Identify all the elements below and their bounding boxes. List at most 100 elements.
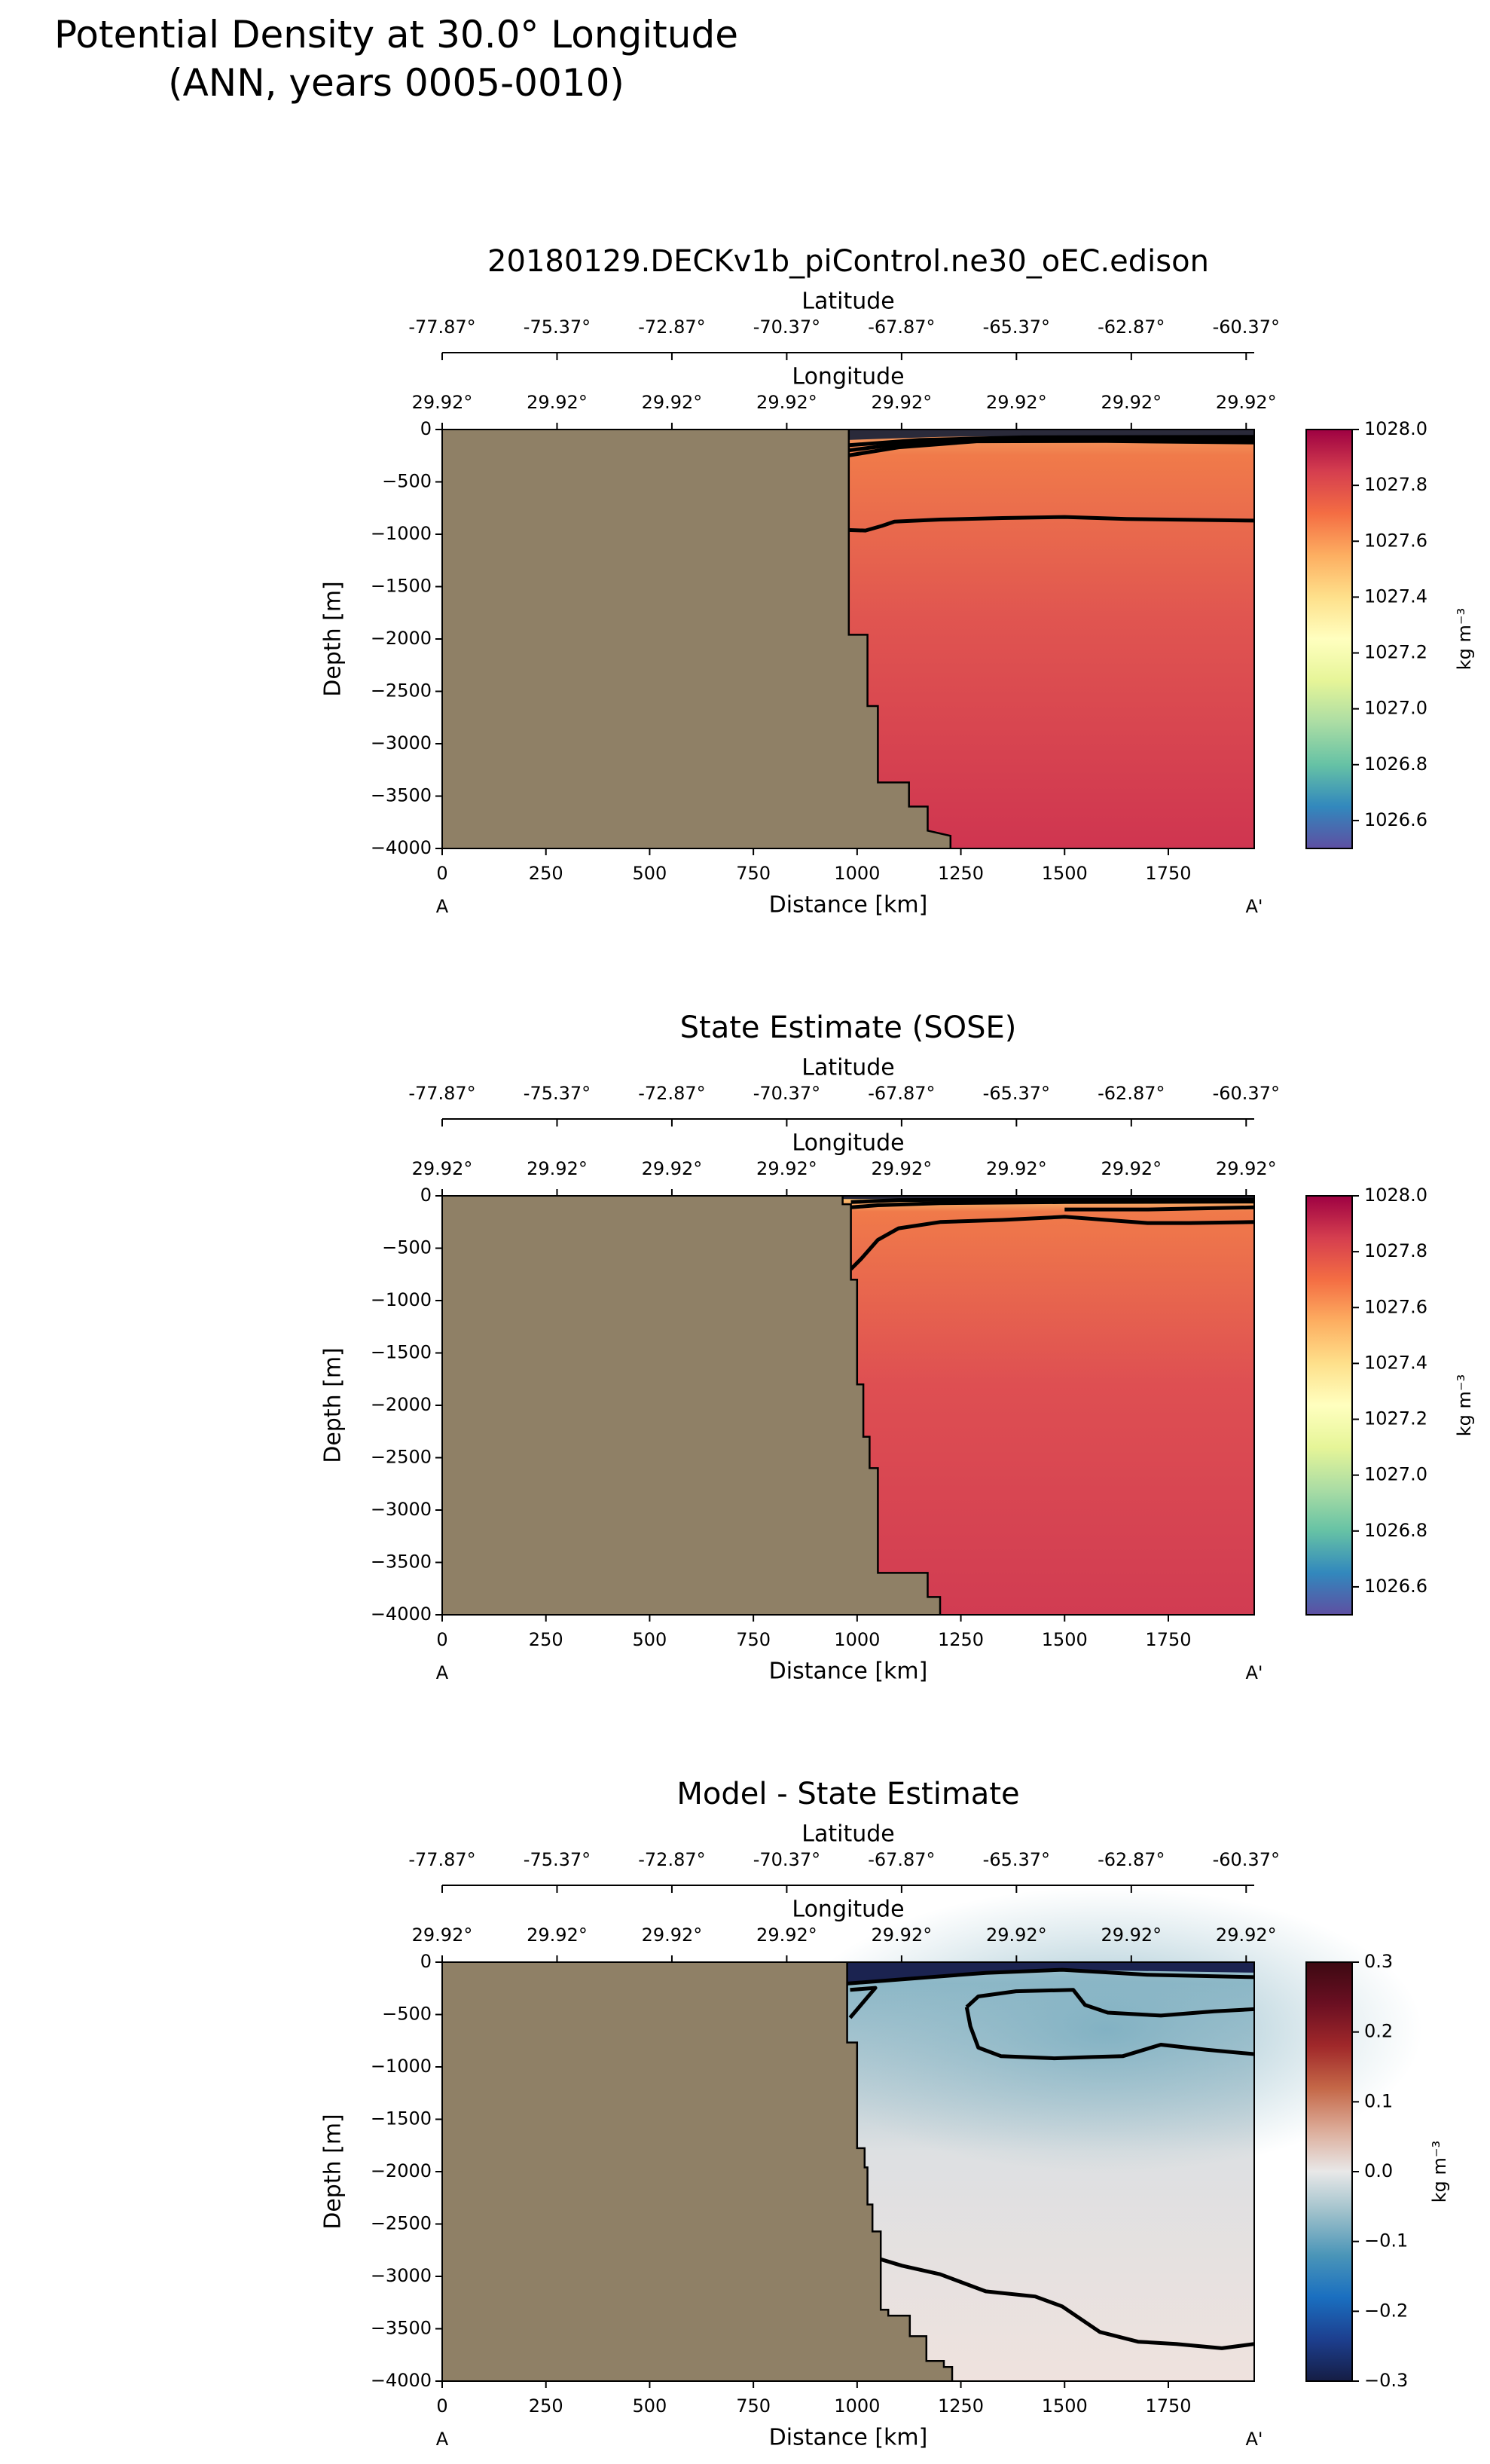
latitude-tick-label: -70.37° <box>753 1849 820 1870</box>
y-tick-label: −4000 <box>371 1603 432 1625</box>
bathymetry-outline <box>841 1196 942 1615</box>
y-tick-label: 0 <box>420 1951 432 1972</box>
x-tick-label: 750 <box>736 2395 771 2417</box>
y-tick-label: −1500 <box>371 2108 432 2129</box>
y-tick-label: −1500 <box>371 576 432 597</box>
x-tick-label: 1750 <box>1145 2395 1191 2417</box>
y-tick-label: −3500 <box>371 2318 432 2339</box>
colorbar-tick-label: 0.1 <box>1364 2090 1393 2111</box>
longitude-tick-label: 29.92° <box>412 392 473 413</box>
colorbar <box>1305 1195 1353 1616</box>
y-tick-label: −2000 <box>371 628 432 649</box>
x-axis-label: Distance [km] <box>769 2425 928 2451</box>
x-tick-label: 1000 <box>834 2395 880 2417</box>
longitude-tick-label: 29.92° <box>986 1924 1047 1946</box>
section-end-label: A' <box>1245 1662 1263 1683</box>
longitude-tick-label: 29.92° <box>1216 392 1277 413</box>
contour-line <box>965 1988 1255 2018</box>
colorbar-tick-label: −0.3 <box>1364 2370 1408 2391</box>
colorbar-tick-label: 1027.8 <box>1364 474 1427 495</box>
latitude-tick-label: -65.37° <box>983 1849 1050 1870</box>
longitude-tick-label: 29.92° <box>1101 392 1162 413</box>
y-tick-label: −4000 <box>371 2370 432 2391</box>
surface-band <box>847 430 1254 440</box>
longitude-tick-label: 29.92° <box>872 1924 933 1946</box>
panel-title: Model - State Estimate <box>676 1777 1019 1811</box>
panel-3: Model - State Estimate Latitude -77.87° -75… <box>320 1777 1451 2451</box>
latitude-tick-label: -65.37° <box>983 316 1050 338</box>
latitude-tick-label: -60.37° <box>1213 1849 1280 1870</box>
colorbar-label: kg m⁻³ <box>1429 2141 1450 2203</box>
section-start-label: A <box>436 2429 449 2450</box>
longitude-tick-label: 29.92° <box>872 392 933 413</box>
x-tick-label: 750 <box>736 1629 771 1650</box>
colorbar-tick-label: 1027.0 <box>1364 698 1427 719</box>
longitude-axis-label: Longitude <box>792 1130 904 1157</box>
x-tick-label: 250 <box>529 863 563 884</box>
x-axis-label: Distance [km] <box>769 892 928 919</box>
latitude-tick-label: -67.87° <box>868 1849 935 1870</box>
land-mask <box>442 1196 940 1615</box>
figure-title-line2: (ANN, years 0005-0010) <box>168 61 624 105</box>
y-tick-label: −3000 <box>371 732 432 754</box>
latitude-tick-label: -72.87° <box>638 316 705 338</box>
y-tick-label: −4000 <box>371 837 432 858</box>
y-tick-label: −2500 <box>371 2213 432 2234</box>
panel-title: 20180129.DECKv1b_piControl.ne30_oEC.edis… <box>487 244 1209 279</box>
latitude-tick-label: -75.37° <box>524 1849 591 1870</box>
latitude-tick-label: -60.37° <box>1213 1083 1280 1104</box>
colorbar-tick-label: 1026.8 <box>1364 754 1427 775</box>
longitude-tick-label: 29.92° <box>756 1924 817 1946</box>
latitude-tick-label: -62.87° <box>1098 1083 1165 1104</box>
x-tick-label: 1750 <box>1145 863 1191 884</box>
x-tick-label: 0 <box>436 1629 447 1650</box>
panel-1: 20180129.DECKv1b_piControl.ne30_oEC.edis… <box>320 244 1476 919</box>
longitude-tick-label: 29.92° <box>1101 1158 1162 1179</box>
longitude-tick-label: 29.92° <box>756 392 817 413</box>
bathymetry-outline <box>846 1962 954 2381</box>
longitude-tick-label: 29.92° <box>412 1158 473 1179</box>
x-tick-label: 1750 <box>1145 1629 1191 1650</box>
colorbar-tick-label: 0.3 <box>1364 1951 1393 1972</box>
latitude-tick-label: -75.37° <box>524 316 591 338</box>
colorbar-tick-label: −0.1 <box>1364 2230 1408 2252</box>
y-tick-label: −2000 <box>371 1394 432 1415</box>
y-axis-label: Depth [m] <box>320 2114 347 2230</box>
longitude-axis-label: Longitude <box>792 1897 904 1923</box>
colorbar-label: kg m⁻³ <box>1454 1374 1475 1436</box>
x-tick-label: 0 <box>436 2395 447 2417</box>
longitude-axis-label: Longitude <box>792 364 904 390</box>
longitude-tick-label: 29.92° <box>527 1158 588 1179</box>
latitude-axis-label: Latitude <box>801 1821 894 1848</box>
x-axis-label: Distance [km] <box>769 1658 928 1685</box>
contour-line <box>850 1200 1255 1209</box>
y-tick-label: −500 <box>382 471 432 492</box>
x-tick-label: 1000 <box>834 863 880 884</box>
x-tick-label: 250 <box>529 1629 563 1650</box>
latitude-tick-label: -62.87° <box>1098 1849 1165 1870</box>
x-tick-label: 1250 <box>938 863 984 884</box>
latitude-tick-label: -65.37° <box>983 1083 1050 1104</box>
longitude-tick-label: 29.92° <box>642 1924 703 1946</box>
x-tick-label: 1250 <box>938 2395 984 2417</box>
contour-line <box>848 1986 878 2019</box>
y-tick-label: −1000 <box>371 2056 432 2077</box>
colorbar <box>1305 429 1353 849</box>
colorbar-tick-label: 1027.2 <box>1364 1408 1427 1429</box>
longitude-tick-label: 29.92° <box>1101 1924 1162 1946</box>
contour-line <box>964 2007 1255 2061</box>
colorbar-tick-label: 1027.4 <box>1364 585 1427 607</box>
y-tick-label: −3000 <box>371 2265 432 2286</box>
colorbar-tick-label: 1026.6 <box>1364 1576 1427 1597</box>
negative-anomaly-core <box>789 1887 1423 2174</box>
colorbar-label: kg m⁻³ <box>1454 608 1475 670</box>
latitude-tick-label: -67.87° <box>868 1083 935 1104</box>
longitude-tick-label: 29.92° <box>872 1158 933 1179</box>
contour-line <box>850 1197 1254 1204</box>
latitude-axis-label: Latitude <box>801 289 894 315</box>
y-tick-label: −1000 <box>371 1289 432 1310</box>
longitude-tick-label: 29.92° <box>642 1158 703 1179</box>
colorbar-tick-label: 1026.6 <box>1364 809 1427 830</box>
panel-2: State Estimate (SOSE) Latitude -77.87° -75.… <box>320 1010 1476 1685</box>
